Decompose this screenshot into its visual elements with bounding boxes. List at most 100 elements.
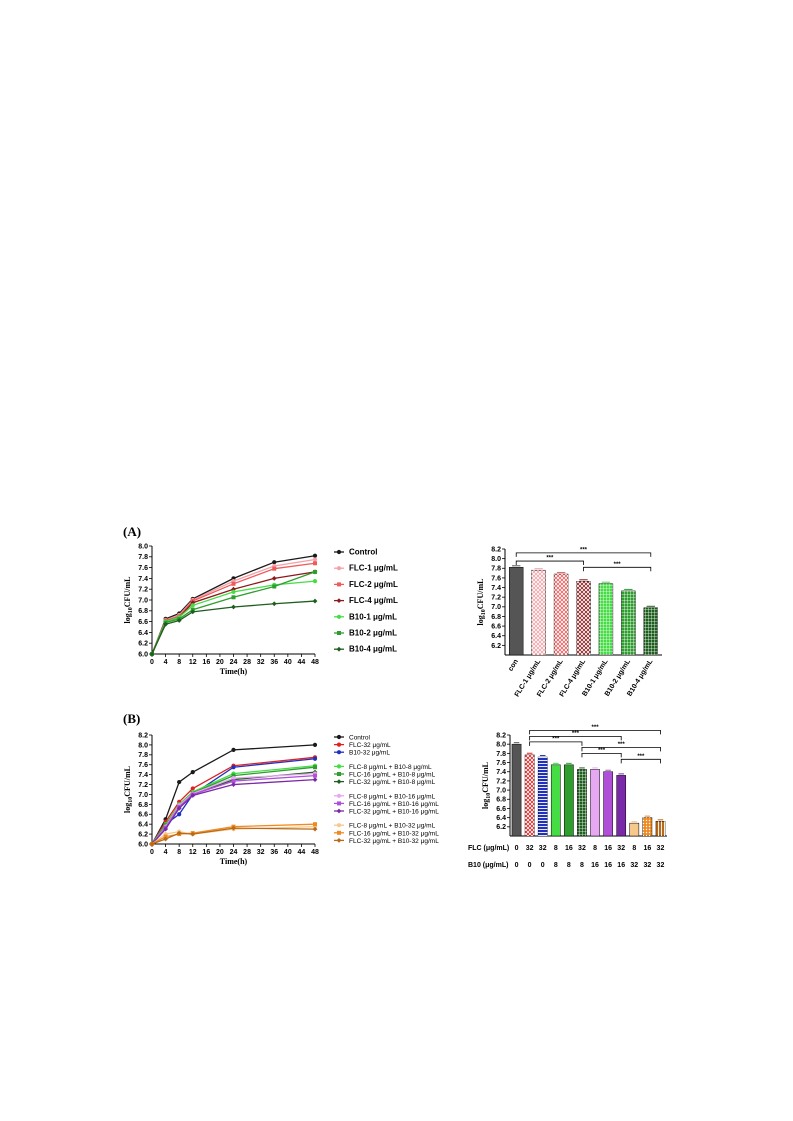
B_bar-sig-label: *** bbox=[592, 725, 600, 731]
B_line-data-point bbox=[231, 773, 236, 778]
B_bar-ytick-label: 6.4 bbox=[496, 815, 506, 822]
A_line-ytick-label: 8.0 bbox=[138, 543, 148, 550]
B_line-xtick-label: 0 bbox=[150, 849, 154, 856]
A_bar-ylabel-rest: CFU/mL bbox=[476, 579, 485, 610]
B_line-legend-marker bbox=[336, 750, 342, 755]
B_bar-b10-value: 16 bbox=[604, 862, 612, 869]
A_line-ylabel-sub: 10 bbox=[128, 607, 134, 613]
B_line-legend-label: FLC-8 μg/mL + B10-8 μg/mL bbox=[349, 764, 432, 771]
B_bar-ylabel-sub: 10 bbox=[486, 793, 492, 799]
B_bar-ylabel-rest: CFU/mL bbox=[481, 762, 490, 793]
A_line-data-point bbox=[176, 618, 182, 623]
A_bar-ytick-label: 6.6 bbox=[491, 623, 501, 630]
A_line-legend-label: Control bbox=[349, 548, 377, 557]
B_bar-b10-value: 32 bbox=[643, 862, 651, 869]
B_line-legend-marker bbox=[336, 838, 342, 843]
B_line-legend-marker bbox=[337, 830, 341, 835]
B_bar-flc-value: 16 bbox=[643, 845, 651, 852]
B_bar-b10-value: 8 bbox=[580, 862, 584, 869]
B_bar-sig-label: *** bbox=[598, 748, 606, 754]
B_bar-bar-pattern bbox=[642, 817, 652, 836]
A_line-data-point bbox=[271, 601, 277, 607]
B_line-ytick-label: 6.8 bbox=[138, 802, 148, 809]
A_line-data-point bbox=[190, 603, 195, 608]
B_line-legend-label: FLC-8 μg/mL + B10-32 μg/mL bbox=[349, 823, 436, 830]
A_line-ytick-label: 7.4 bbox=[138, 576, 148, 583]
B_line-legend-marker bbox=[337, 801, 341, 806]
B_line-data-point bbox=[312, 826, 318, 832]
A_bar-bar-pattern bbox=[643, 607, 658, 655]
A_bar-ytick-label: 7.6 bbox=[491, 575, 501, 582]
B_bar-b10-value: 8 bbox=[554, 862, 558, 869]
B_bar-bar-pattern bbox=[538, 757, 548, 836]
B_line-data-point bbox=[177, 812, 182, 817]
A_line-xtick-label: 0 bbox=[150, 659, 154, 666]
panel-label-b: (B) bbox=[123, 711, 141, 726]
B_bar-ytick-label: 7.0 bbox=[496, 787, 506, 794]
A_line-xtick-label: 48 bbox=[311, 659, 319, 666]
B_bar-b10-value: 0 bbox=[528, 862, 532, 869]
B_bar-b10-value: 8 bbox=[567, 862, 571, 869]
B_line-legend-label: FLC-16 μg/mL + B10-16 μg/mL bbox=[349, 801, 439, 808]
B_line-data-point bbox=[190, 786, 195, 791]
A_line-ylabel-rest: CFU/mL bbox=[123, 577, 132, 608]
B_line-data-point bbox=[163, 836, 168, 842]
A_bar-sig-bracket bbox=[515, 560, 584, 566]
A_line-ylabel-main: log bbox=[123, 613, 132, 623]
A_line-ytick-label: 6.0 bbox=[138, 651, 148, 658]
A_bar-ytick-label: 7.8 bbox=[491, 566, 501, 573]
B_line-data-point bbox=[231, 747, 236, 752]
B_bar-b10-row-label: B10 (μg/mL) bbox=[468, 862, 508, 869]
B_line-data-point bbox=[190, 770, 195, 775]
A_line-data-point bbox=[163, 621, 168, 627]
A_bar-bar bbox=[509, 567, 524, 656]
B_line-ytick-label: 7.0 bbox=[138, 792, 148, 799]
B_line-ylabel: log10CFU/mL bbox=[123, 766, 134, 813]
B_line-data-point bbox=[163, 834, 168, 839]
A_line-xtick-label: 32 bbox=[257, 659, 265, 666]
B_line-ytick-label: 6.2 bbox=[138, 831, 148, 838]
A_line-legend-marker bbox=[337, 582, 341, 587]
B_bar-flc-value: 32 bbox=[526, 845, 534, 852]
A_bar-ylabel-main: log bbox=[476, 615, 485, 625]
A_line-ytick-label: 7.0 bbox=[138, 597, 148, 604]
A_bar-ytick-label: 7.2 bbox=[491, 595, 501, 602]
B_bar-flc-value: 8 bbox=[632, 845, 636, 852]
A_line-data-point bbox=[231, 604, 236, 610]
B_bar-flc-value: 16 bbox=[565, 845, 573, 852]
A_line-ytick-label: 6.6 bbox=[138, 619, 148, 626]
A_line-xtick-label: 4 bbox=[164, 659, 168, 666]
B_line-data-point bbox=[190, 831, 196, 837]
B_line-data-point bbox=[313, 773, 317, 778]
B_line-series-line bbox=[151, 774, 316, 845]
A_line-legend-marker bbox=[336, 566, 342, 571]
B_bar-bar bbox=[550, 764, 561, 837]
B_line-legend-label: FLC-32 μg/mL + B10-32 μg/mL bbox=[349, 838, 439, 845]
B_bar-ytick-label: 7.8 bbox=[496, 751, 506, 758]
B_line-data-point bbox=[177, 779, 182, 785]
B_line-ytick-label: 7.2 bbox=[138, 782, 148, 789]
B_bar-sig-bracket bbox=[581, 746, 661, 752]
A_line-legend-marker bbox=[337, 631, 341, 635]
B_line-legend-label: Control bbox=[349, 735, 371, 742]
A_line-ytick-label: 6.8 bbox=[138, 608, 148, 615]
B_line-series-line bbox=[151, 778, 316, 845]
B_line-legend-marker bbox=[337, 772, 341, 776]
B_bar-bar-pattern bbox=[525, 754, 535, 836]
B_line-ytick-label: 7.6 bbox=[138, 762, 148, 769]
B_bar-flc-value: 8 bbox=[554, 845, 558, 852]
B_line-data-point bbox=[190, 793, 196, 798]
B_bar-flc-value: 32 bbox=[578, 845, 586, 852]
B_bar-bar bbox=[629, 822, 640, 837]
B_line-legend-label: FLC-32 μg/mL bbox=[349, 742, 391, 749]
B_bar-b10-value: 0 bbox=[541, 862, 545, 869]
B_bar-flc-row-label: FLC (μg/mL) bbox=[468, 845, 509, 852]
B_line-xtick-label: 28 bbox=[243, 849, 251, 856]
B_line-ylabel-rest: CFU/mL bbox=[123, 766, 132, 797]
A_bar-sig-label: *** bbox=[546, 556, 554, 562]
B_bar-ytick-label: 7.2 bbox=[496, 778, 506, 785]
B_bar-bar bbox=[616, 775, 627, 837]
A_line-xtick-label: 28 bbox=[243, 659, 251, 666]
B_line-ytick-label: 6.0 bbox=[138, 841, 148, 848]
